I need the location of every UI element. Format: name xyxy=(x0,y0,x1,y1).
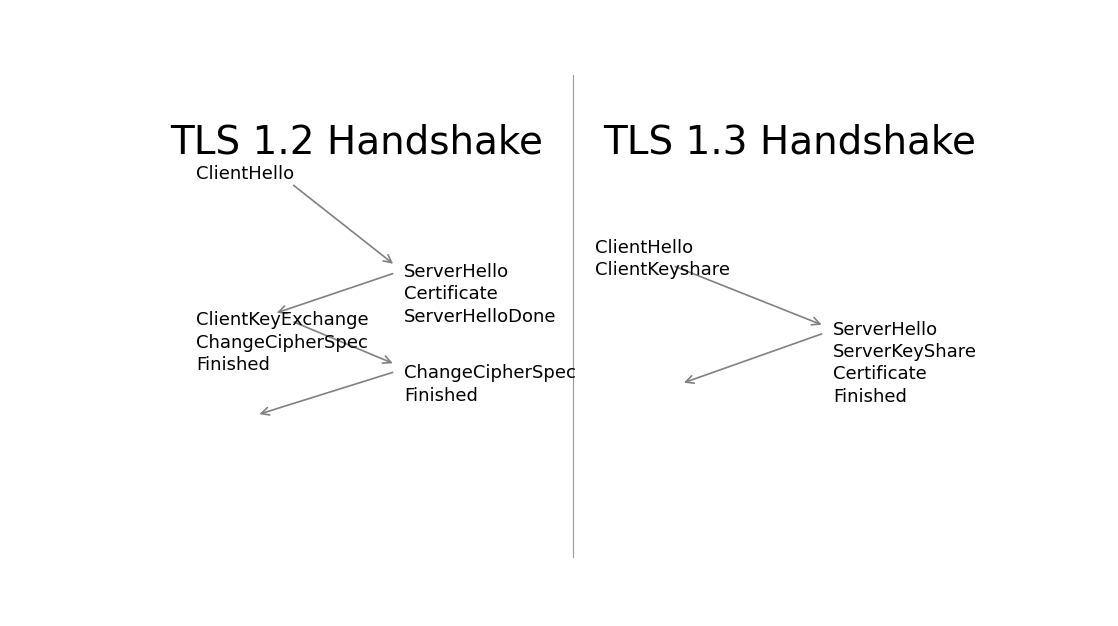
Text: TLS 1.3 Handshake: TLS 1.3 Handshake xyxy=(603,123,976,162)
Text: ServerHello
Certificate
ServerHelloDone: ServerHello Certificate ServerHelloDone xyxy=(404,263,557,326)
Text: ChangeCipherSpec
Finished: ChangeCipherSpec Finished xyxy=(404,364,576,404)
Text: ClientKeyExchange
ChangeCipherSpec
Finished: ClientKeyExchange ChangeCipherSpec Finis… xyxy=(196,311,369,374)
Text: ClientHello: ClientHello xyxy=(196,165,294,183)
Text: ServerHello
ServerKeyShare
Certificate
Finished: ServerHello ServerKeyShare Certificate F… xyxy=(833,321,977,406)
Text: TLS 1.2 Handshake: TLS 1.2 Handshake xyxy=(170,123,543,162)
Text: ClientHello
ClientKeyshare: ClientHello ClientKeyshare xyxy=(595,239,730,279)
